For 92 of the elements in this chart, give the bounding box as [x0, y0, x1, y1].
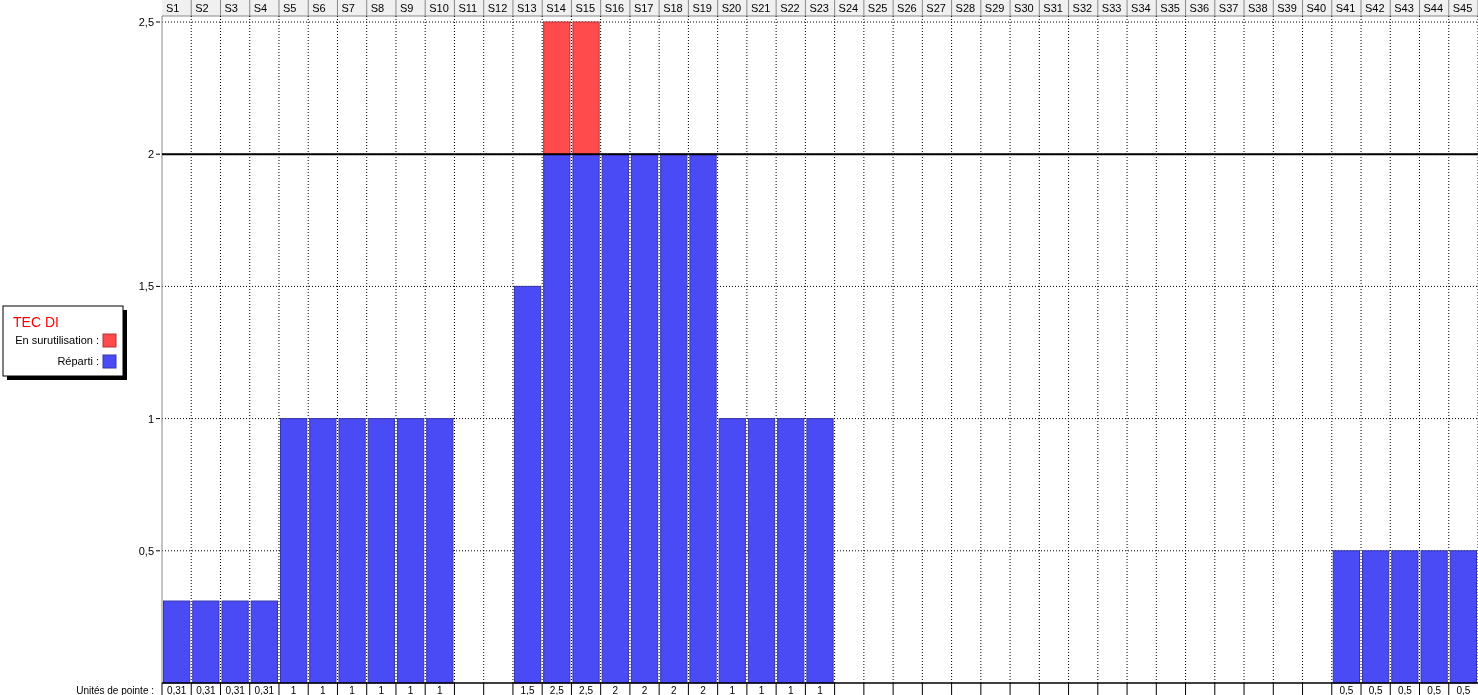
bar	[426, 418, 454, 684]
total-label: 1	[729, 685, 736, 695]
legend-title: TEC DI	[13, 314, 59, 330]
x-tick-label: S3	[224, 2, 238, 14]
bar	[279, 418, 308, 684]
x-tick-label: S27	[926, 2, 946, 14]
x-tick-label: S7	[341, 2, 355, 14]
total-label: 0,31	[254, 685, 275, 695]
x-tick-label: S19	[692, 2, 712, 14]
total-label: 2	[641, 685, 648, 695]
x-tick-label: S31	[1043, 2, 1063, 14]
x-tick-label: S25	[867, 2, 888, 14]
total-label: 1	[290, 685, 297, 695]
x-tick-label: S37	[1218, 2, 1239, 14]
x-tick-label: S12	[487, 2, 508, 14]
bar	[1332, 550, 1361, 684]
x-tick-label: S23	[809, 2, 829, 14]
total-label: 0,31	[166, 685, 187, 695]
x-tick-label: S18	[663, 2, 683, 14]
total-label: 1	[817, 685, 824, 695]
x-tick-label: S26	[897, 2, 917, 14]
total-label: 1	[437, 685, 444, 695]
total-label: 2	[671, 685, 677, 695]
x-tick-label: S21	[750, 2, 771, 14]
x-tick-label: S41	[1335, 2, 1356, 14]
bar	[367, 418, 395, 684]
y-tick-label: 2	[147, 148, 154, 161]
total-label: 2	[612, 685, 619, 695]
bar	[1362, 550, 1390, 684]
y-tick-label: 2,5	[138, 16, 154, 28]
bar	[513, 285, 542, 684]
x-tick-label: S38	[1248, 2, 1268, 14]
x-tick-label: S4	[253, 2, 268, 14]
x-tick-label: S15	[575, 2, 595, 14]
x-tick-label: S9	[399, 2, 414, 14]
x-tick-label: S29	[984, 2, 1005, 14]
x-tick-label: S10	[429, 2, 449, 14]
x-tick-label: S11	[458, 2, 478, 14]
x-tick-label: S8	[370, 2, 385, 14]
bar	[747, 418, 776, 684]
bar	[163, 600, 191, 684]
x-tick-label: S35	[1160, 2, 1180, 14]
total-label: 0,5	[1339, 685, 1354, 695]
x-tick-label: S16	[604, 2, 625, 14]
x-tick-label: S13	[516, 2, 537, 14]
total-label: 0,5	[1427, 685, 1442, 695]
total-label: 1	[758, 685, 765, 695]
legend-label: En surutilisation :	[15, 334, 99, 346]
x-tick-label: S17	[633, 2, 654, 14]
total-label: 1	[349, 685, 356, 695]
x-tick-label: S43	[1394, 2, 1414, 14]
x-tick-label: S24	[838, 2, 859, 14]
x-tick-label: S44	[1423, 2, 1444, 14]
x-tick-label: S33	[1101, 2, 1122, 14]
y-tick-label: 1,5	[138, 280, 154, 293]
legend-label: Réparti :	[57, 355, 99, 367]
total-label: 1	[787, 685, 794, 695]
bar	[250, 600, 278, 684]
bar	[1449, 550, 1477, 684]
total-label: 2,5	[579, 685, 594, 695]
total-label: 1,5	[520, 685, 535, 695]
x-tick-label: S6	[312, 2, 326, 14]
x-tick-label: S28	[955, 2, 976, 14]
bar	[396, 418, 425, 684]
x-tick-label: S14	[546, 2, 566, 14]
total-label: 0,31	[225, 685, 246, 695]
x-tick-label: S20	[721, 2, 742, 14]
x-tick-label: S30	[1014, 2, 1034, 14]
total-label: 1	[320, 685, 327, 695]
x-tick-label: S36	[1189, 2, 1210, 14]
total-label: 1	[407, 685, 414, 695]
x-tick-label: S2	[195, 2, 209, 14]
total-label: 0,5	[1456, 685, 1471, 695]
total-label: 0,5	[1368, 685, 1384, 695]
y-tick-label: 0,5	[138, 544, 154, 557]
x-tick-label: S34	[1131, 2, 1151, 14]
total-label: 2	[700, 685, 707, 695]
y-tick-label: 1	[147, 412, 154, 425]
bar	[601, 153, 629, 684]
x-tick-label: S22	[780, 2, 800, 14]
x-tick-label: S32	[1072, 2, 1093, 14]
x-tick-label: S40	[1306, 2, 1327, 14]
total-label: 0,5	[1397, 685, 1413, 695]
bar	[630, 153, 659, 684]
x-tick-label: S39	[1277, 2, 1297, 14]
x-tick-label: S45	[1452, 2, 1473, 14]
total-label: 0,31	[196, 685, 217, 695]
x-tick-label: S5	[282, 2, 297, 14]
total-label: 2,5	[549, 685, 565, 695]
x-tick-label: S1	[166, 2, 180, 14]
x-tick-label: S42	[1365, 2, 1385, 14]
total-label: 1	[378, 685, 385, 695]
